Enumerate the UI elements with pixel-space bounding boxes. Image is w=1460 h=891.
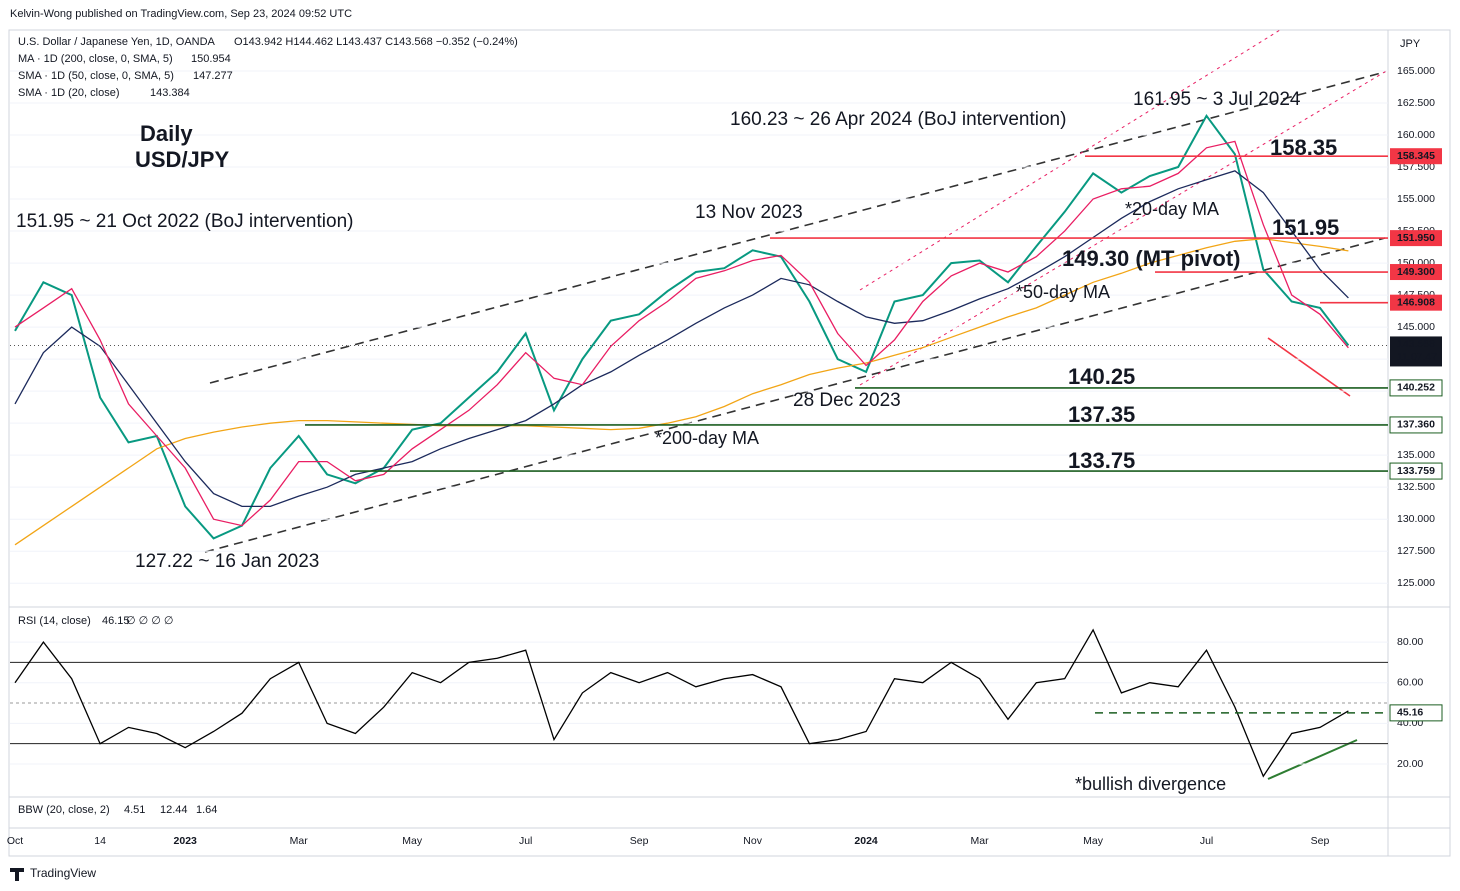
channel-upper (209, 71, 1386, 384)
level-label-bg (1390, 230, 1442, 247)
bbw-value: 12.44 (160, 804, 188, 816)
bbw-title: BBW (20, close, 2) (18, 804, 110, 816)
divergence-line (1267, 739, 1358, 780)
annotation: *50-day MA (1016, 282, 1110, 302)
annotation: 127.22 ~ 16 Jan 2023 (135, 551, 319, 572)
legend-name: SMA · 1D (20, close) (18, 87, 119, 99)
legend-title: U.S. Dollar / Japanese Yen, 1D, OANDA (18, 36, 216, 48)
annotation: 149.30 (MT pivot) (1062, 246, 1240, 271)
marker-label-bg (1389, 704, 1443, 722)
level-label: 133.759 (1397, 465, 1435, 477)
channel (204, 29, 1389, 780)
annotation: *20-day MA (1125, 199, 1219, 219)
level-label: 146.908 (1397, 296, 1435, 308)
level-label: 149.300 (1397, 266, 1435, 278)
legend-value: 150.954 (191, 53, 231, 65)
annotation: 160.23 ~ 26 Apr 2024 (BoJ intervention) (730, 109, 1066, 130)
bbw-value: 1.64 (196, 804, 217, 816)
ohlc: O143.942 H144.462 L143.437 C143.568 −0.3… (234, 36, 518, 48)
level-label-bg (1390, 264, 1442, 281)
y-tick-label: 130.000 (1397, 513, 1435, 525)
annotation: 140.25 (1068, 364, 1135, 389)
footer: TradingView (30, 866, 96, 880)
bbw-value: 4.51 (124, 804, 145, 816)
panes: 125.000127.500130.000132.500135.000137.5… (7, 36, 1443, 847)
y-tick-label: 20.00 (1397, 758, 1423, 770)
y-tick-label: 162.500 (1397, 97, 1435, 109)
level-label: 158.345 (1397, 150, 1435, 162)
series-line (14, 113, 1350, 540)
x-tick-label: 2023 (174, 835, 198, 847)
y-tick-label: 127.500 (1397, 545, 1435, 557)
annotation: 13 Nov 2023 (695, 202, 803, 223)
level-label-bg (1390, 294, 1442, 311)
x-tick-label: Sep (1311, 835, 1330, 847)
legend-value: 46.15 (102, 615, 130, 627)
x-tick-label: 2024 (854, 835, 878, 847)
x-tick-label: Nov (743, 835, 762, 847)
price-label: 143.568 (1397, 338, 1435, 350)
level-label: 137.360 (1397, 419, 1435, 431)
y-tick-label: 80.00 (1397, 636, 1423, 648)
x-tick-label: Mar (971, 835, 990, 847)
legend-name: MA · 1D (200, close, 0, SMA, 5) (18, 53, 173, 65)
x-tick-label: Jul (519, 835, 532, 847)
legend-value: 147.277 (193, 70, 233, 82)
logo (10, 868, 24, 881)
marker-label: 45.16 (1397, 707, 1423, 719)
x-tick-label: Mar (290, 835, 309, 847)
legend-extra: ∅ ∅ ∅ ∅ (126, 615, 174, 627)
annotation: *bullish divergence (1075, 774, 1226, 794)
y-tick-label: 160.000 (1397, 129, 1435, 141)
y-tick-label: 165.000 (1397, 65, 1435, 77)
level-label: 151.950 (1397, 232, 1435, 244)
annotation: 133.75 (1068, 448, 1135, 473)
countdown: 11:07:47 (1397, 351, 1437, 363)
series-line (14, 170, 1349, 508)
x-tick-label: 14 (94, 835, 106, 847)
legend-name: SMA · 1D (50, close, 0, SMA, 5) (18, 70, 174, 82)
level-label-bg (1389, 416, 1443, 434)
annotation: 28 Dec 2023 (793, 390, 901, 411)
y-tick-label: 60.00 (1397, 676, 1423, 688)
x-tick-label: May (1083, 835, 1104, 847)
series-line (14, 628, 1349, 778)
annotation: *200-day MA (655, 428, 759, 448)
x-tick-label: Sep (630, 835, 649, 847)
annotation: USD/JPY (135, 147, 229, 172)
header: Kelvin-Wong published on TradingView.com… (10, 8, 352, 20)
annotation: 151.95 (1272, 215, 1339, 240)
level-label-bg (1389, 462, 1443, 480)
y-tick-label: 145.000 (1397, 321, 1435, 333)
legend-value: 143.384 (150, 87, 190, 99)
axis-unit: JPY (1400, 38, 1421, 50)
level-label-bg (1390, 148, 1442, 165)
level-label-bg (1389, 379, 1443, 397)
sub-channel (859, 29, 1281, 291)
x-tick-label: Jul (1200, 835, 1213, 847)
x-tick-label: Oct (7, 835, 23, 847)
annotation: Daily (140, 121, 193, 146)
y-tick-label: 135.000 (1397, 449, 1435, 461)
annotation: 161.95 ~ 3 Jul 2024 (1133, 89, 1301, 110)
y-tick-label: 155.000 (1397, 193, 1435, 205)
sub-channel (859, 69, 1389, 386)
wedge-line (1267, 337, 1351, 397)
annotation: 158.35 (1270, 135, 1337, 160)
level-label: 140.252 (1397, 382, 1435, 394)
series-line (14, 140, 1349, 527)
y-tick-label: 125.000 (1397, 577, 1435, 589)
annotation: 137.35 (1068, 402, 1135, 427)
channel-lower (204, 237, 1386, 553)
annotation: 151.95 ~ 21 Oct 2022 (BoJ intervention) (16, 211, 353, 232)
y-tick-label: 132.500 (1397, 481, 1435, 493)
price-label-bg (1390, 336, 1442, 367)
legend-title: RSI (14, close) (18, 615, 91, 627)
x-tick-label: May (402, 835, 423, 847)
series-line (14, 238, 1349, 546)
frame (8, 29, 1451, 857)
